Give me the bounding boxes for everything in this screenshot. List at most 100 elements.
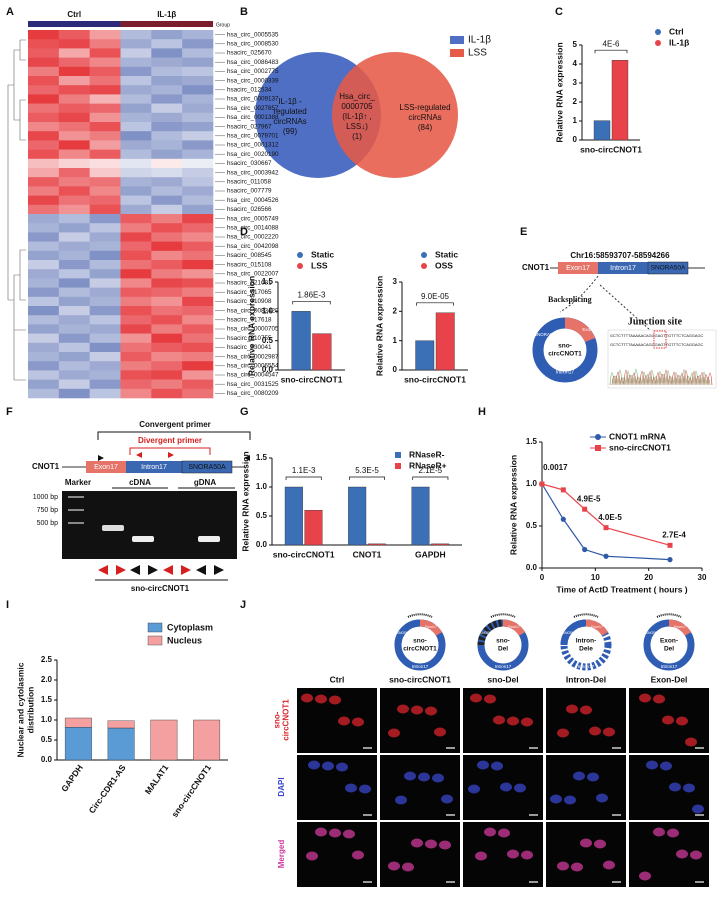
heatmap-cell [120,186,152,196]
bracket [129,447,211,455]
heatmap-cell [151,131,183,141]
cell [322,761,334,771]
construct-exon [502,619,526,636]
heatmap-cell [58,361,90,371]
legend-swatch [450,36,464,44]
primer-label: Divergent primer [138,436,202,445]
cell [352,717,364,727]
heatmap-cell [28,241,60,252]
point [582,546,588,553]
primer-icon [163,565,191,575]
legend-marker [655,40,661,46]
row-label: circCNOT1 [282,699,291,741]
cell [550,794,562,804]
cell [580,705,592,715]
circ-part: SNORA50A [534,332,558,337]
sno-label: SNORA50A [188,464,226,471]
cell [425,839,437,849]
bar [284,486,303,546]
heatmap-cell [58,122,90,132]
heatmap-cell [89,177,121,187]
point [560,487,566,493]
heatmap-cell [58,57,90,68]
heatmap-cell [89,232,121,242]
heatmap-cell [28,287,60,298]
y-tick-label: 3 [393,277,398,286]
heatmap-cell [58,333,90,344]
heatmap-cell [58,315,90,325]
bar-segment [107,720,135,729]
row-label: hsa_circ_0001312 [227,142,279,149]
bar-segment [193,719,221,761]
heatmap-cell [120,315,152,325]
venn-text: circRNAs [273,117,306,126]
exon [86,461,126,473]
heatmap-cell [89,352,121,362]
column-label: Ctrl [330,674,345,684]
cell [587,772,599,782]
construct-part: Intron17 [412,664,429,669]
legend-marker [421,252,427,258]
heatmap-cell [58,232,90,242]
exon [558,262,598,274]
lane-label: Marker [65,478,91,487]
panel-label: G [240,406,249,418]
heatmap-cell [151,204,183,215]
cell [507,716,519,726]
cell [521,717,533,727]
heatmap-cell [120,140,152,150]
cell [395,795,407,805]
construct-part: SNORA50A [480,631,499,635]
circ-part: Exon17 [582,327,598,332]
band [68,522,84,524]
venn-text: LSS-regulated [399,103,450,112]
heatmap-cell [89,361,121,371]
bar [367,543,386,546]
heatmap-cell [89,66,121,77]
primer-icon [98,565,126,575]
heatmap-cell [28,122,60,132]
legend-label: IL-1β [669,37,689,47]
heatmap-cell [89,186,121,196]
row-label: hsacirc_027967 [227,123,272,130]
heatmap-cell [89,168,121,178]
heatmap-cell [182,296,214,307]
heatmap-cell [151,39,183,49]
heatmap-cell [120,333,152,344]
construct-label: Dele [579,646,593,653]
heatmap-cell [151,250,183,261]
cell [493,715,505,725]
legend-marker [655,29,661,35]
cell [491,761,503,771]
heatmap-cell [58,250,90,261]
cell [315,827,327,837]
panel-label: F [6,406,13,418]
heatmap-cell [151,232,183,242]
bracket [292,300,331,305]
y-tick-label: 1.0 [256,482,268,491]
product-label: sno-circCNOT1 [131,584,190,593]
heatmap-cell [120,57,152,68]
backsplicing: Backsplicing [548,295,592,304]
gene-name: CNOT1 [522,263,550,272]
p-value: 4E-6 [603,39,620,48]
cell [402,862,414,872]
heatmap-cell [120,177,152,187]
heatmap-cell [182,30,214,40]
p-value: 4.9E-5 [577,494,601,503]
row-label: hsa_circ_0086483 [227,59,279,66]
heatmap-cell [120,103,152,114]
heatmap-cell [28,76,60,86]
heatmap-cell [58,94,90,104]
heatmap-cell [182,186,214,196]
row-label: hsa_circ_0031525 [227,381,279,388]
heatmap-cell [151,103,183,114]
series-line [541,483,671,561]
heatmap-cell [120,287,152,298]
sno [181,460,233,474]
heatmap-cell [28,250,60,261]
heatmap-cell [151,269,183,279]
x-tick-label: CNOT1 [353,549,382,559]
p-value: 2.7E-4 [662,530,686,539]
venn-text: (1) [352,132,362,141]
